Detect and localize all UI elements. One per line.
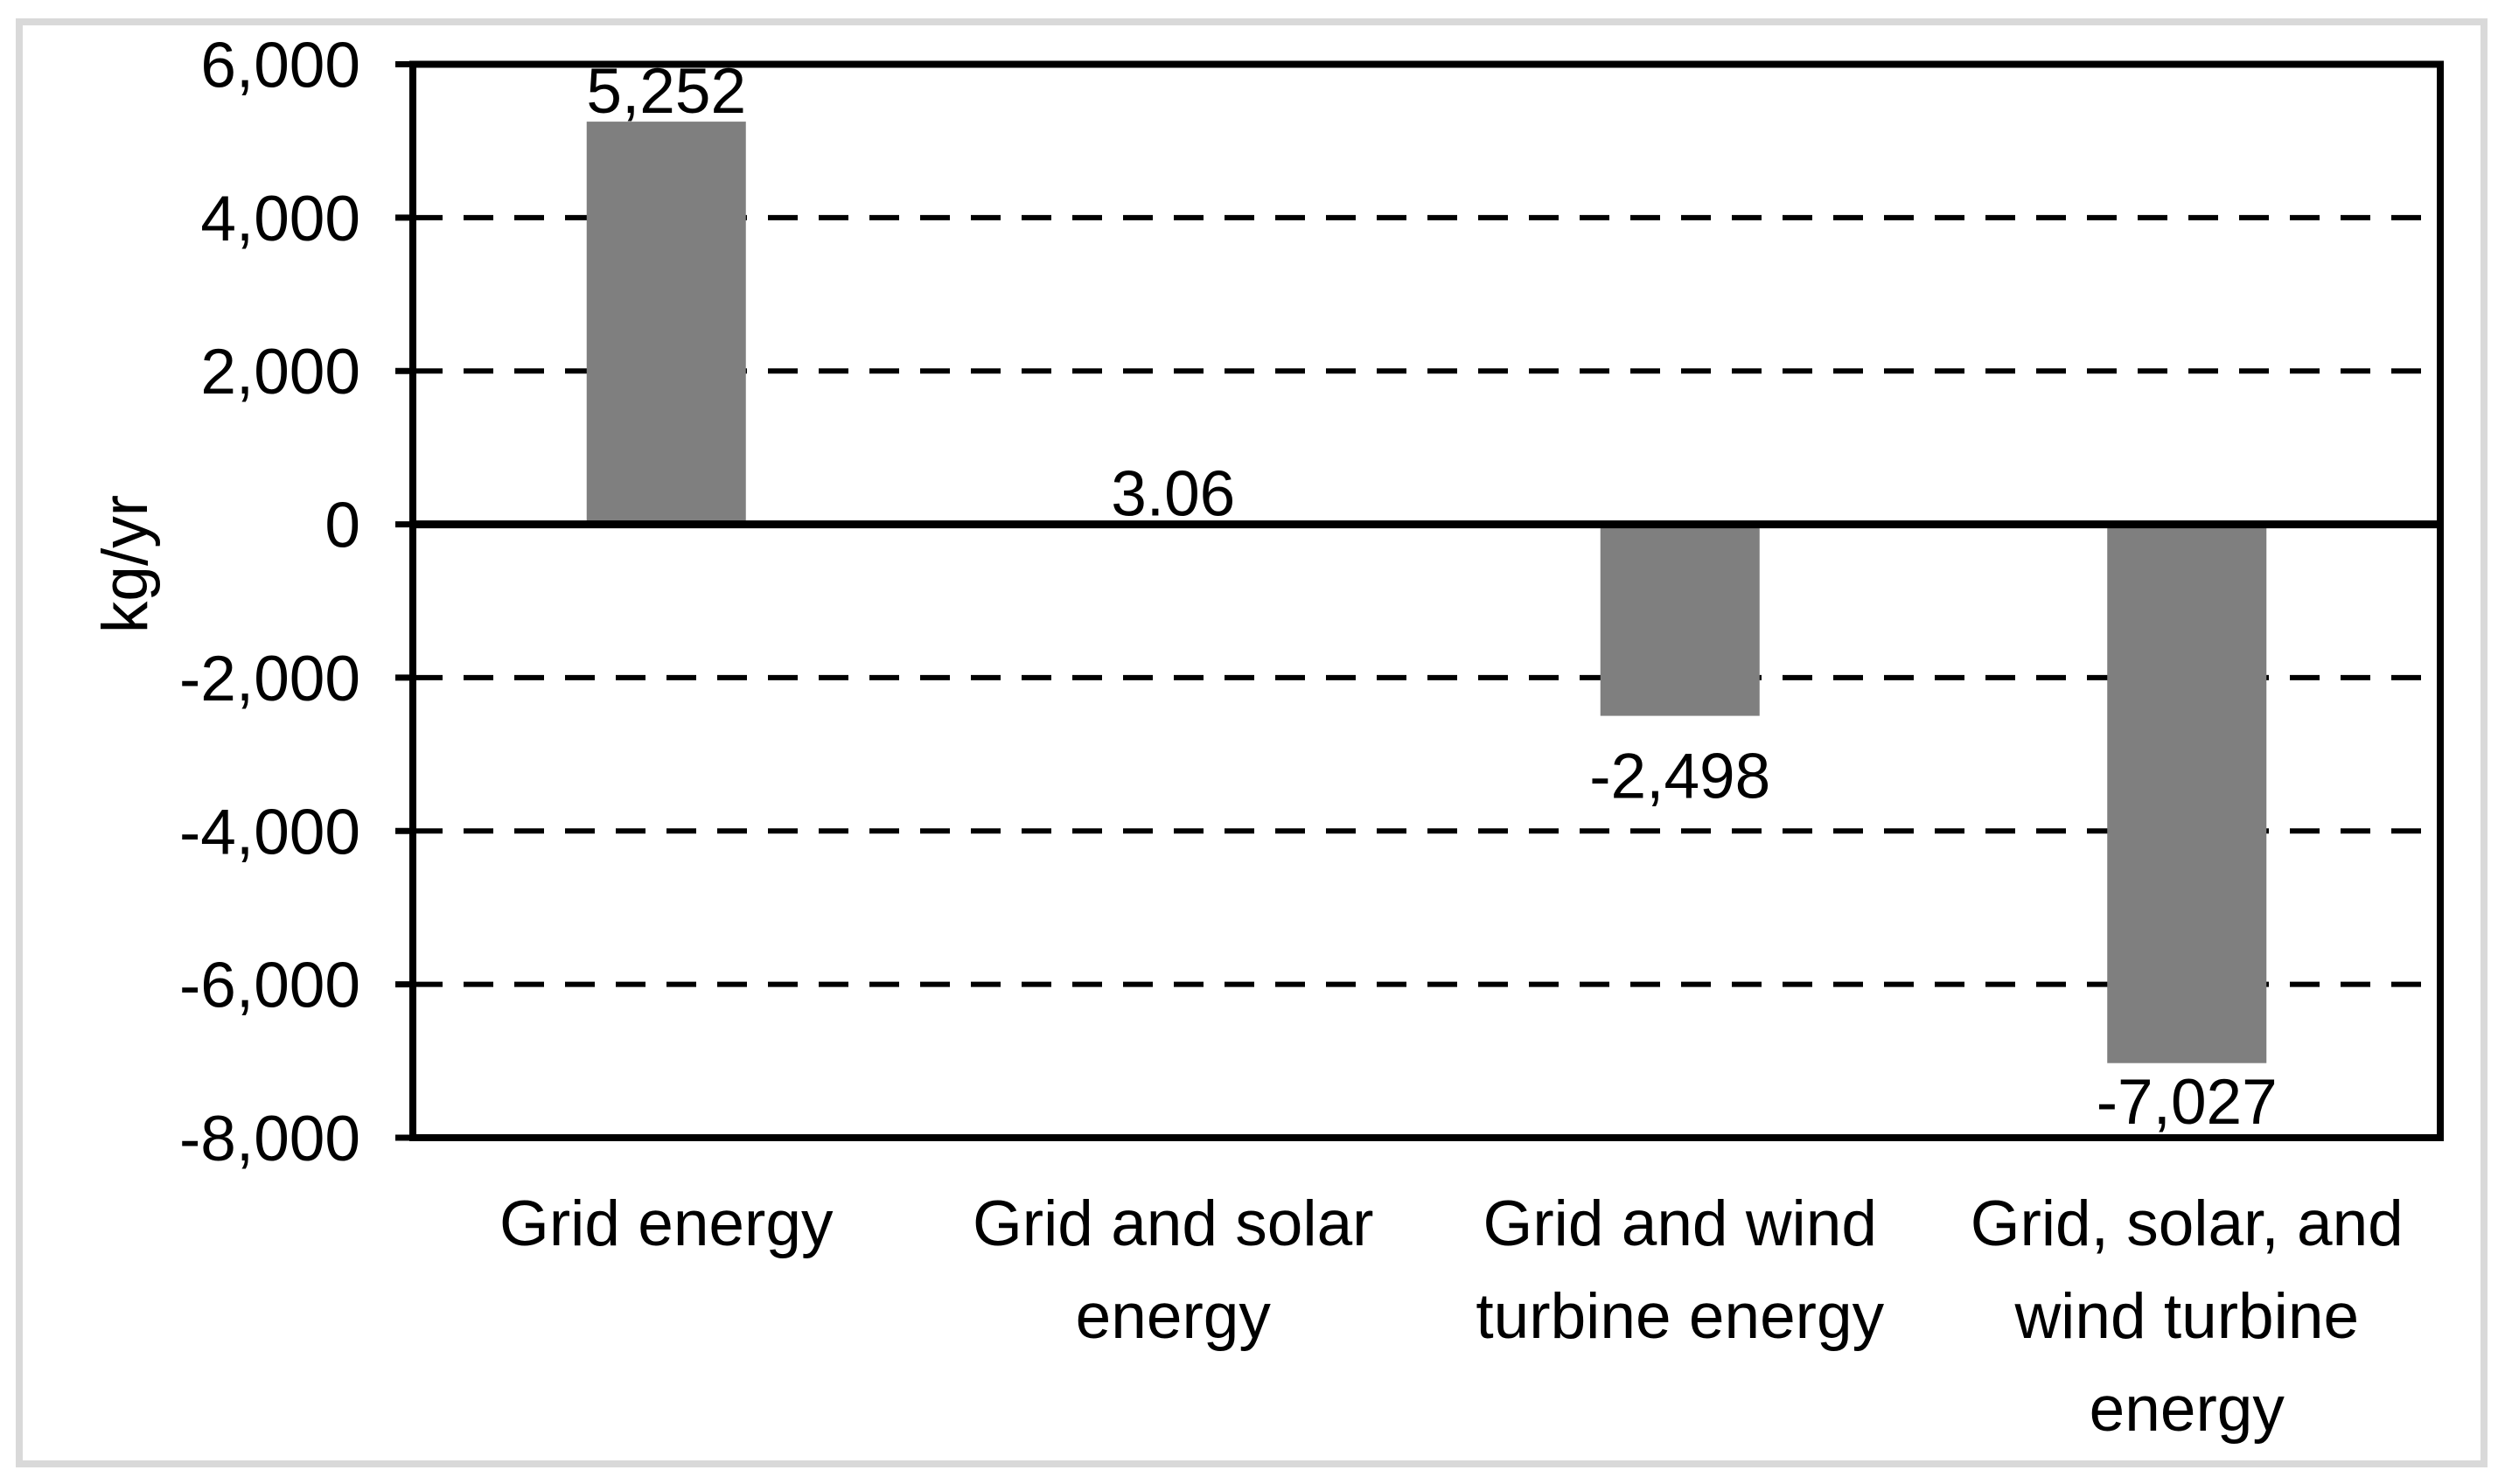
y-tick-label: -8,000 — [179, 1104, 360, 1174]
data-label-1: 5,252 — [586, 56, 746, 127]
bar-3 — [1600, 524, 1760, 716]
data-label-2: 3.06 — [1111, 458, 1235, 529]
y-tick-label: 0 — [324, 491, 360, 561]
category-label-4-line-2: wind turbine — [2013, 1281, 2359, 1352]
category-label-4-line-3: energy — [2090, 1374, 2285, 1445]
bar-4 — [2107, 524, 2267, 1063]
category-label-2-line-1: Grid and solar — [973, 1188, 1374, 1259]
category-label-2-line-2: energy — [1076, 1281, 1272, 1352]
category-label-3-line-1: Grid and wind — [1483, 1188, 1877, 1259]
y-tick-label: -2,000 — [179, 644, 360, 714]
category-label-3-line-2: turbine energy — [1476, 1281, 1884, 1352]
y-tick-label: 6,000 — [200, 31, 360, 101]
bar-1 — [586, 122, 746, 525]
y-tick-label: -6,000 — [179, 951, 360, 1021]
figure-border — [16, 18, 2488, 1467]
data-label-4: -7,027 — [2097, 1067, 2278, 1138]
y-tick-label: 4,000 — [200, 184, 360, 254]
y-tick-label: 2,000 — [200, 337, 360, 408]
y-tick-label: -4,000 — [179, 797, 360, 867]
category-label-4-line-1: Grid, solar, and — [1971, 1188, 2404, 1259]
y-axis-title: kg/yr — [90, 495, 161, 633]
data-label-3: -2,498 — [1589, 742, 1770, 812]
plot-frame — [409, 60, 2444, 1141]
category-label-1-line-1: Grid energy — [499, 1188, 834, 1259]
